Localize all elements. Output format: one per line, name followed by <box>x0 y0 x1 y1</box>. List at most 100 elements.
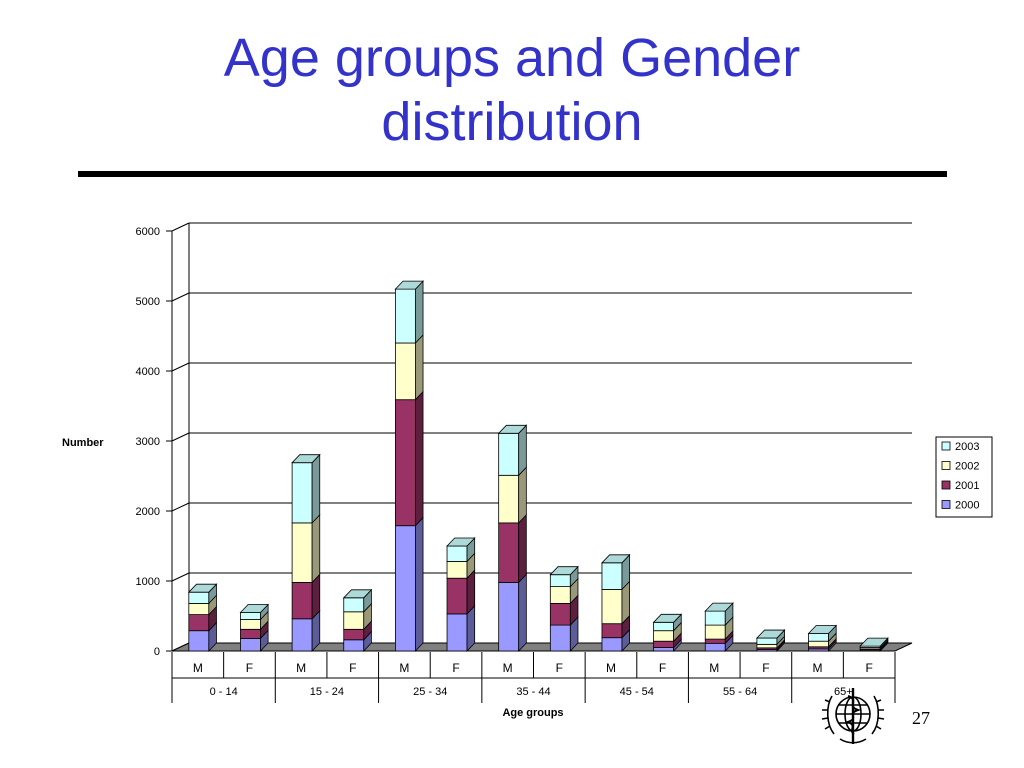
chart-legend: 2003 2002 2001 2000 <box>935 436 993 518</box>
x-tick-label: M <box>606 661 616 675</box>
bar-front <box>291 522 313 583</box>
bar-front <box>601 637 623 652</box>
legend-swatch <box>941 441 951 451</box>
bar-front <box>653 630 675 642</box>
bar-front <box>549 574 571 588</box>
bar-side <box>311 453 321 524</box>
y-tick-label: 4000 <box>136 366 160 378</box>
y-tick-label: 5000 <box>136 296 160 308</box>
bar-front <box>653 647 675 652</box>
bar-top <box>291 454 321 464</box>
bar-top <box>549 566 579 576</box>
bar-segment <box>498 424 527 477</box>
x-tick-label: F <box>762 661 769 675</box>
bar-side <box>311 513 321 584</box>
bar-front <box>601 589 623 625</box>
bar-side <box>518 573 527 652</box>
bar-segment <box>394 390 424 527</box>
x-group-label: 35 - 44 <box>516 686 550 698</box>
bar-front <box>343 639 365 652</box>
bar-front <box>808 640 829 648</box>
x-group-label: 55 - 64 <box>723 686 757 698</box>
bar-front <box>756 643 778 649</box>
bar-segment <box>394 334 424 401</box>
bar-segment <box>394 516 424 652</box>
gridline-depth-2000 <box>171 502 190 512</box>
bar-side <box>414 334 424 401</box>
bar-front <box>498 522 520 583</box>
gridline-depth-5000 <box>171 292 190 302</box>
bar-segment <box>446 537 476 563</box>
bar-segment <box>291 513 321 584</box>
x-group-label: 45 - 54 <box>620 686 654 698</box>
bar-front <box>601 623 623 639</box>
bar-front <box>704 638 726 644</box>
slide-title-line-2: distribution <box>381 92 643 152</box>
bar-segment <box>498 513 527 584</box>
bar-front <box>704 610 726 626</box>
bar-side <box>414 516 424 652</box>
legend-swatch <box>941 480 951 490</box>
x-tick-label: M <box>813 661 823 675</box>
bar-front <box>343 611 365 630</box>
bar-front <box>188 614 210 632</box>
x-tick-label: M <box>296 661 306 675</box>
bar-front <box>704 642 726 652</box>
bar-top <box>187 583 218 593</box>
bar-top <box>342 589 373 599</box>
bar-top <box>755 629 786 639</box>
legend-label: 2001 <box>955 480 979 492</box>
gridline-depth-3000 <box>171 432 190 442</box>
bar-segment <box>291 573 321 620</box>
legend-swatch <box>941 461 951 470</box>
bar-top <box>859 637 889 647</box>
chart-floor <box>171 642 913 652</box>
bar-top <box>239 604 270 613</box>
bar-top <box>394 280 424 290</box>
x-tick-label: M <box>399 661 409 675</box>
slide-title-line-1: Age groups and Gender <box>223 28 801 88</box>
bar-front <box>653 621 675 632</box>
bar-side <box>518 513 527 584</box>
x-group-label: 15 - 24 <box>310 686 344 698</box>
bar-front <box>446 613 468 652</box>
bar-side <box>518 424 527 477</box>
bar-segment <box>549 594 579 627</box>
bar-side <box>518 466 527 524</box>
bar-front <box>549 603 571 626</box>
bar-top <box>601 554 631 564</box>
bar-segment <box>291 453 321 524</box>
x-tick-label: F <box>452 661 459 675</box>
gridline-depth-6000 <box>171 222 190 232</box>
bar-top <box>807 625 838 634</box>
x-tick-label: F <box>659 661 666 675</box>
bar-front <box>549 624 571 652</box>
who-emblem-icon <box>821 688 885 744</box>
y-axis-title: Number <box>62 437 104 449</box>
bar-segment <box>498 466 527 524</box>
page-number: 27 <box>912 708 930 728</box>
bar-side <box>414 390 424 527</box>
y-tick-label: 3000 <box>136 436 160 448</box>
bar-top <box>652 613 683 623</box>
legend-label: 2000 <box>955 500 979 512</box>
x-tick-label: F <box>246 661 253 675</box>
bar-front <box>394 399 416 527</box>
bar-front <box>446 561 468 579</box>
bar-segment <box>240 629 269 652</box>
bar-front <box>343 597 365 613</box>
bar-front <box>240 638 261 652</box>
bar-front <box>291 462 313 524</box>
bar-front <box>343 628 365 641</box>
bar-front <box>394 342 416 401</box>
bar-side <box>414 280 424 344</box>
y-tick-label: 2000 <box>136 506 160 518</box>
bar-front <box>446 577 468 615</box>
bar-front <box>756 637 778 645</box>
bar-front <box>549 586 571 604</box>
bar-segment <box>498 573 527 652</box>
bar-segment <box>601 553 631 591</box>
bar-front <box>188 630 210 652</box>
x-tick-label: F <box>866 661 873 675</box>
